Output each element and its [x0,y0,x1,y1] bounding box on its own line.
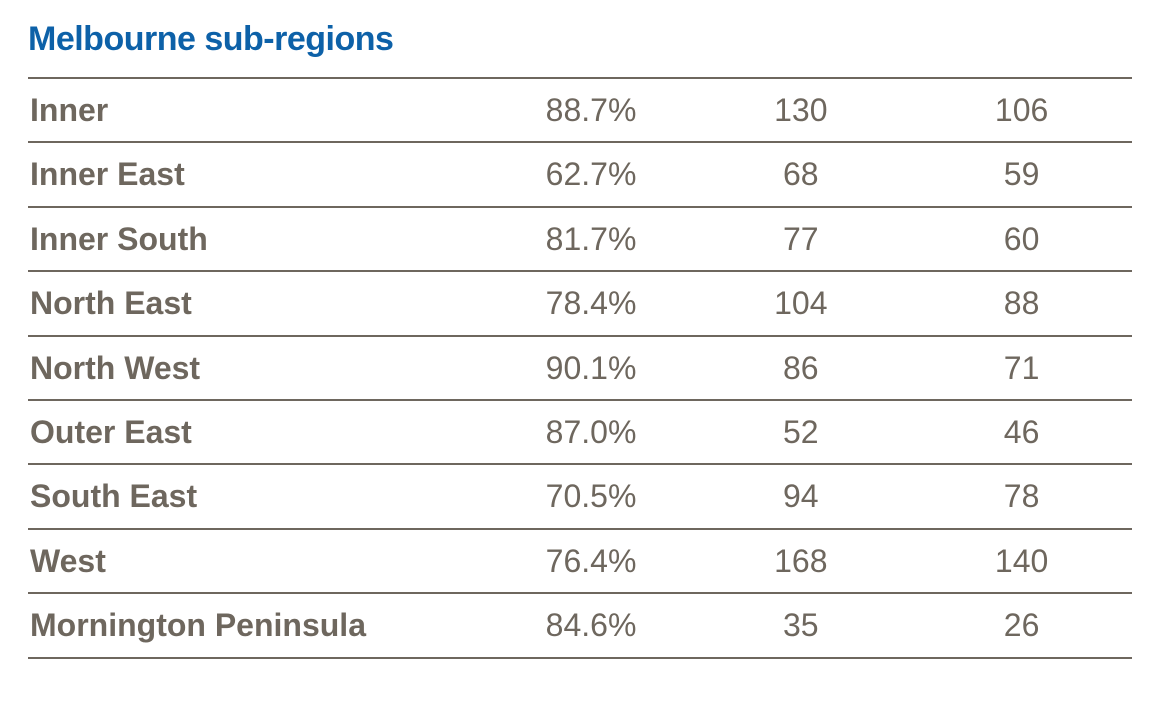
value-b-cell: 46 [911,400,1132,464]
percent-cell: 81.7% [492,207,691,271]
percent-cell: 84.6% [492,593,691,657]
value-a-cell: 86 [690,336,911,400]
table-row: Inner 88.7% 130 106 [28,78,1132,142]
percent-cell: 87.0% [492,400,691,464]
region-cell: Outer East [28,400,492,464]
region-cell: North East [28,271,492,335]
value-a-cell: 52 [690,400,911,464]
table-row: Outer East 87.0% 52 46 [28,400,1132,464]
percent-cell: 62.7% [492,142,691,206]
value-b-cell: 106 [911,78,1132,142]
value-a-cell: 130 [690,78,911,142]
value-a-cell: 35 [690,593,911,657]
percent-cell: 90.1% [492,336,691,400]
region-cell: North West [28,336,492,400]
percent-cell: 78.4% [492,271,691,335]
value-b-cell: 59 [911,142,1132,206]
table-row: North West 90.1% 86 71 [28,336,1132,400]
percent-cell: 70.5% [492,464,691,528]
subregions-table: Inner 88.7% 130 106 Inner East 62.7% 68 … [28,77,1132,659]
table-row: South East 70.5% 94 78 [28,464,1132,528]
region-cell: Mornington Peninsula [28,593,492,657]
region-cell: Inner [28,78,492,142]
value-b-cell: 71 [911,336,1132,400]
value-a-cell: 77 [690,207,911,271]
region-cell: South East [28,464,492,528]
table-body: Inner 88.7% 130 106 Inner East 62.7% 68 … [28,78,1132,658]
value-a-cell: 104 [690,271,911,335]
table-container: Melbourne sub-regions Inner 88.7% 130 10… [0,0,1160,659]
table-row: Mornington Peninsula 84.6% 35 26 [28,593,1132,657]
table-row: Inner East 62.7% 68 59 [28,142,1132,206]
value-b-cell: 140 [911,529,1132,593]
value-b-cell: 26 [911,593,1132,657]
percent-cell: 88.7% [492,78,691,142]
table-row: West 76.4% 168 140 [28,529,1132,593]
region-cell: Inner East [28,142,492,206]
value-b-cell: 60 [911,207,1132,271]
percent-cell: 76.4% [492,529,691,593]
region-cell: West [28,529,492,593]
table-row: Inner South 81.7% 77 60 [28,207,1132,271]
value-a-cell: 168 [690,529,911,593]
value-a-cell: 68 [690,142,911,206]
value-a-cell: 94 [690,464,911,528]
table-row: North East 78.4% 104 88 [28,271,1132,335]
region-cell: Inner South [28,207,492,271]
value-b-cell: 78 [911,464,1132,528]
section-title: Melbourne sub-regions [28,20,1132,59]
value-b-cell: 88 [911,271,1132,335]
